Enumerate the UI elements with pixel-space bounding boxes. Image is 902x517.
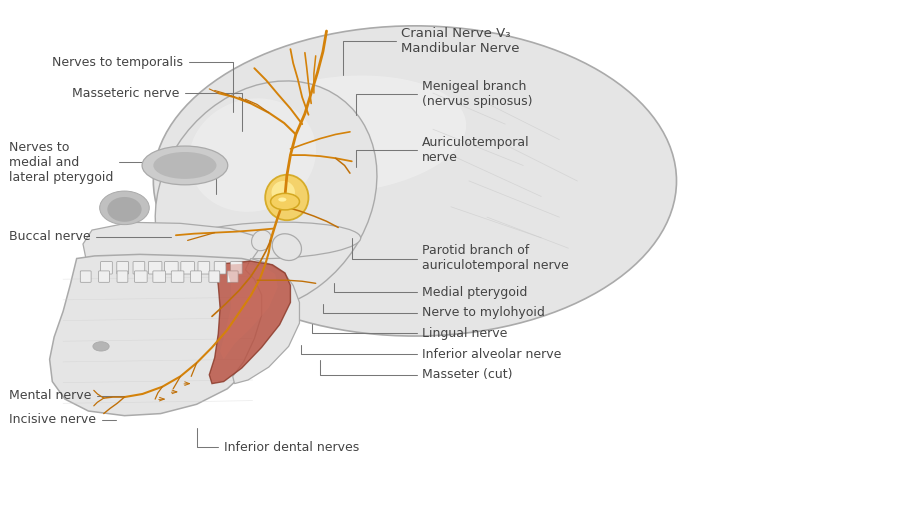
FancyBboxPatch shape <box>134 271 147 282</box>
Ellipse shape <box>219 75 466 193</box>
Ellipse shape <box>153 26 676 336</box>
Ellipse shape <box>107 197 142 222</box>
Text: Parotid branch of
auriculotemporal nerve: Parotid branch of auriculotemporal nerve <box>352 238 569 272</box>
Text: Nerve to mylohyoid: Nerve to mylohyoid <box>323 303 545 320</box>
Ellipse shape <box>180 222 361 258</box>
Polygon shape <box>220 264 278 359</box>
FancyBboxPatch shape <box>227 271 238 282</box>
FancyBboxPatch shape <box>80 271 91 282</box>
Polygon shape <box>50 254 287 416</box>
Text: Medial pterygoid: Medial pterygoid <box>334 283 528 299</box>
Ellipse shape <box>265 175 308 220</box>
Ellipse shape <box>278 197 287 202</box>
Polygon shape <box>209 261 290 384</box>
FancyBboxPatch shape <box>117 262 129 274</box>
Polygon shape <box>83 222 260 274</box>
Text: Buccal nerve: Buccal nerve <box>9 230 170 244</box>
Ellipse shape <box>272 234 301 261</box>
Text: Masseter (cut): Masseter (cut) <box>320 359 512 382</box>
Ellipse shape <box>189 98 316 212</box>
Text: Nerves to
medial and
lateral pterygoid: Nerves to medial and lateral pterygoid <box>9 141 216 194</box>
FancyBboxPatch shape <box>215 262 226 274</box>
Circle shape <box>271 193 299 210</box>
Text: Lingual nerve: Lingual nerve <box>312 324 508 340</box>
FancyBboxPatch shape <box>148 262 162 274</box>
Text: Nerves to temporalis: Nerves to temporalis <box>52 55 233 112</box>
FancyBboxPatch shape <box>98 271 109 282</box>
Polygon shape <box>233 258 299 384</box>
FancyBboxPatch shape <box>152 271 166 282</box>
Ellipse shape <box>272 181 295 204</box>
FancyBboxPatch shape <box>117 271 128 282</box>
FancyBboxPatch shape <box>100 262 112 274</box>
Text: Cranial Nerve V₃
Mandibular Nerve: Cranial Nerve V₃ Mandibular Nerve <box>343 27 520 75</box>
Text: Inferior dental nerves: Inferior dental nerves <box>197 428 359 454</box>
Ellipse shape <box>252 230 272 251</box>
Text: Incisive nerve: Incisive nerve <box>9 413 116 427</box>
Text: Inferior alveolar nerve: Inferior alveolar nerve <box>301 345 562 361</box>
Text: Masseteric nerve: Masseteric nerve <box>72 86 242 131</box>
Ellipse shape <box>143 146 227 185</box>
Text: Auriculotemporal
nerve: Auriculotemporal nerve <box>356 136 529 167</box>
Text: Menigeal branch
(nervus spinosus): Menigeal branch (nervus spinosus) <box>356 80 533 115</box>
Ellipse shape <box>153 152 216 179</box>
FancyBboxPatch shape <box>231 262 242 274</box>
Circle shape <box>93 342 109 351</box>
FancyBboxPatch shape <box>133 262 144 274</box>
FancyBboxPatch shape <box>165 262 179 274</box>
FancyBboxPatch shape <box>171 271 184 282</box>
FancyBboxPatch shape <box>198 262 209 274</box>
Ellipse shape <box>100 191 150 224</box>
FancyBboxPatch shape <box>190 271 201 282</box>
FancyBboxPatch shape <box>180 262 195 274</box>
FancyBboxPatch shape <box>209 271 220 282</box>
Ellipse shape <box>155 81 377 312</box>
Text: Mental nerve: Mental nerve <box>9 389 124 402</box>
